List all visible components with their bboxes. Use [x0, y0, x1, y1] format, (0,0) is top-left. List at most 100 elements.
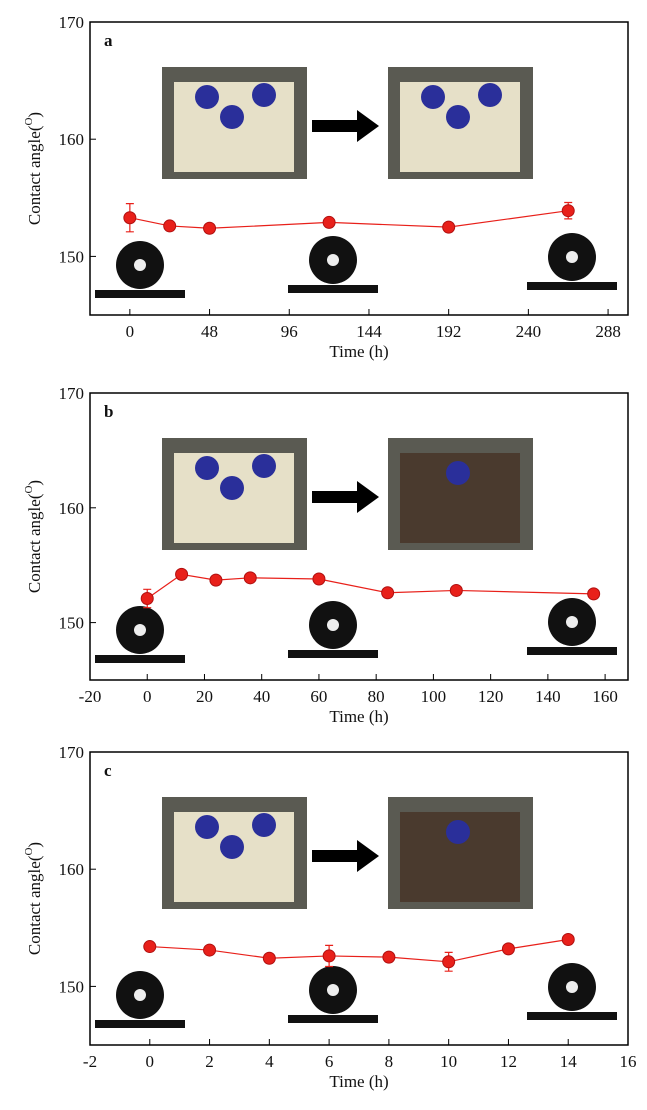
x-tick-label: 0 [143, 687, 152, 706]
data-point [141, 592, 153, 604]
x-tick-label: 0 [146, 1052, 155, 1071]
x-tick-label: -2 [83, 1052, 97, 1071]
droplet [252, 83, 276, 107]
data-point [323, 950, 335, 962]
x-tick-label: 6 [325, 1052, 334, 1071]
substrate [527, 1012, 617, 1020]
series-line [130, 211, 568, 229]
drop-highlight [566, 981, 578, 993]
substrate [95, 655, 185, 663]
data-point [383, 951, 395, 963]
arrow [312, 481, 379, 513]
y-label-sup: O [23, 118, 35, 126]
drop-highlight [566, 251, 578, 263]
y-axis-label: Contact angle(O) [23, 480, 44, 593]
panel-label: b [104, 402, 113, 421]
y-tick-label: 160 [59, 860, 85, 879]
x-tick-label: 100 [421, 687, 447, 706]
droplet [220, 476, 244, 500]
y-label-text: Contact angle( [25, 493, 44, 593]
y-tick-label: 170 [59, 13, 85, 32]
droplet [195, 85, 219, 109]
y-label-text: Contact angle( [25, 855, 44, 955]
x-tick-label: 80 [368, 687, 385, 706]
drop-highlight [566, 616, 578, 628]
droplet [252, 813, 276, 837]
x-tick-label: 192 [436, 322, 462, 341]
droplet [446, 820, 470, 844]
drop-highlight [134, 624, 146, 636]
y-label-text: Contact angle( [25, 125, 44, 225]
x-tick-label: 14 [560, 1052, 578, 1071]
data-point [210, 574, 222, 586]
y-label-end: ) [25, 480, 44, 486]
x-axis-label: Time (h) [329, 1072, 388, 1091]
arrow [312, 840, 379, 872]
substrate [527, 282, 617, 290]
data-point [588, 588, 600, 600]
data-point [382, 587, 394, 599]
y-tick-label: 150 [59, 614, 85, 633]
y-label-sup: O [23, 486, 35, 494]
x-tick-label: 288 [595, 322, 621, 341]
droplet [421, 85, 445, 109]
x-tick-label: 120 [478, 687, 504, 706]
data-point [244, 572, 256, 584]
x-tick-label: 16 [620, 1052, 637, 1071]
figure: a15016017004896144192240288Time (h)Conta… [0, 0, 647, 1105]
data-point [124, 212, 136, 224]
droplet [478, 83, 502, 107]
data-point [204, 222, 216, 234]
y-tick-label: 160 [59, 130, 85, 149]
x-tick-label: 0 [126, 322, 135, 341]
substrate [288, 1015, 378, 1023]
substrate [527, 647, 617, 655]
x-tick-label: 4 [265, 1052, 274, 1071]
data-point [443, 221, 455, 233]
droplet [195, 815, 219, 839]
x-axis-label: Time (h) [329, 707, 388, 726]
x-tick-label: 140 [535, 687, 561, 706]
droplet [446, 461, 470, 485]
y-tick-label: 170 [59, 384, 85, 403]
y-tick-label: 160 [59, 499, 85, 518]
x-tick-label: 60 [310, 687, 327, 706]
y-label-end: ) [25, 112, 44, 118]
substrate [288, 285, 378, 293]
data-point [502, 943, 514, 955]
substrate [95, 290, 185, 298]
x-tick-label: 20 [196, 687, 213, 706]
substrate [288, 650, 378, 658]
data-point [204, 944, 216, 956]
x-tick-label: 240 [516, 322, 542, 341]
y-tick-label: 170 [59, 743, 85, 762]
data-point [562, 934, 574, 946]
x-tick-label: -20 [79, 687, 102, 706]
panel-label: c [104, 761, 112, 780]
drop-highlight [134, 259, 146, 271]
drop-highlight [327, 984, 339, 996]
y-label-sup: O [23, 848, 35, 856]
x-tick-label: 2 [205, 1052, 214, 1071]
data-point [263, 952, 275, 964]
data-point [443, 956, 455, 968]
data-point [176, 568, 188, 580]
x-tick-label: 12 [500, 1052, 517, 1071]
y-tick-label: 150 [59, 977, 85, 996]
substrate [95, 1020, 185, 1028]
data-point [144, 941, 156, 953]
droplet [220, 835, 244, 859]
data-point [164, 220, 176, 232]
x-tick-label: 144 [356, 322, 382, 341]
x-tick-label: 96 [281, 322, 298, 341]
droplet [446, 105, 470, 129]
data-point [313, 573, 325, 585]
panel-label: a [104, 31, 113, 50]
data-point [323, 216, 335, 228]
x-tick-label: 160 [592, 687, 618, 706]
droplet [195, 456, 219, 480]
y-axis-label: Contact angle(O) [23, 112, 44, 225]
x-axis-label: Time (h) [329, 342, 388, 361]
y-tick-label: 150 [59, 247, 85, 266]
data-point [450, 584, 462, 596]
